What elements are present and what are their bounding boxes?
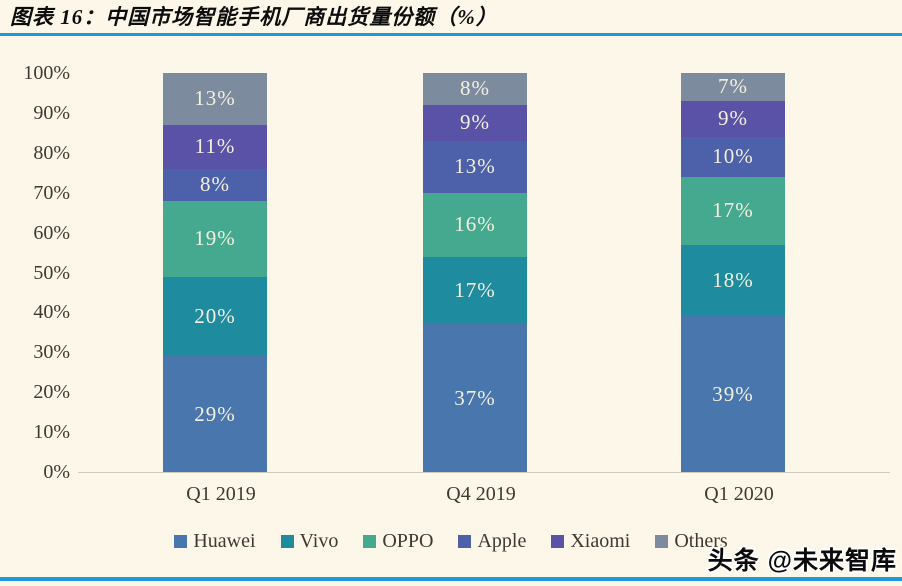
- bar-segment-huawei: 29%: [163, 356, 267, 472]
- legend-label: Vivo: [299, 530, 339, 552]
- legend-item-xiaomi: Xiaomi: [551, 531, 630, 551]
- y-axis-tick-label: 60%: [33, 221, 70, 244]
- bar-segment-oppo: 19%: [163, 200, 267, 277]
- bar-value-label: 39%: [712, 381, 754, 406]
- bar-segment-apple: 8%: [163, 168, 267, 201]
- legend-marker-icon: [655, 534, 669, 548]
- bottom-divider-line: [0, 577, 902, 581]
- y-axis-tick-label: 40%: [33, 301, 70, 324]
- bar-segment-huawei: 39%: [681, 316, 785, 472]
- x-axis-line: [78, 472, 890, 473]
- bar-segment-apple: 10%: [681, 136, 785, 177]
- x-axis-label-q1-2019: Q1 2019: [186, 483, 256, 505]
- bar-value-label: 11%: [194, 134, 236, 159]
- watermark-toutiao: 头条 @未来智库: [707, 547, 897, 575]
- bar-value-label: 9%: [460, 110, 490, 135]
- bar-segment-xiaomi: 9%: [423, 104, 527, 141]
- legend-item-huawei: Huawei: [174, 530, 256, 552]
- y-axis-tick-label: 10%: [33, 421, 70, 444]
- bar-value-label: 13%: [454, 154, 496, 179]
- bar-q4-2019: 37% 17% 16% 13% 9% 8%: [423, 73, 527, 472]
- y-axis-tick-label: 50%: [33, 261, 70, 284]
- bar-value-label: 19%: [194, 226, 236, 251]
- bar-segment-apple: 13%: [423, 140, 527, 193]
- bar-segment-others: 7%: [681, 73, 785, 101]
- y-axis-tick-label: 30%: [33, 341, 70, 364]
- bar-segment-oppo: 17%: [681, 176, 785, 245]
- bar-segment-others: 13%: [163, 73, 267, 125]
- bar-segment-others: 8%: [423, 73, 527, 105]
- bar-value-label: 18%: [712, 267, 754, 292]
- legend-label: Huawei: [193, 530, 256, 552]
- y-axis-tick-label: 80%: [33, 141, 70, 164]
- legend-label: OPPO: [382, 530, 434, 552]
- bar-value-label: 17%: [454, 277, 496, 302]
- y-axis-tick-label: 20%: [33, 381, 70, 404]
- legend-marker-icon: [551, 534, 565, 548]
- chart-legend: Huawei Vivo OPPO Apple Xiaomi Others: [0, 531, 902, 551]
- legend-marker-icon: [280, 534, 294, 548]
- legend-marker-icon: [458, 534, 472, 548]
- x-axis-label-q1-2020: Q1 2020: [704, 483, 774, 505]
- bar-value-label: 16%: [454, 212, 496, 237]
- legend-label: Xiaomi: [570, 530, 631, 552]
- legend-item-others: Others: [655, 530, 728, 552]
- bar-value-label: 10%: [712, 144, 754, 169]
- bar-value-label: 8%: [200, 172, 230, 197]
- bar-segment-xiaomi: 11%: [163, 124, 267, 169]
- bar-segment-huawei: 37%: [423, 324, 527, 472]
- bar-value-label: 37%: [454, 385, 496, 410]
- y-axis-tick-label: 70%: [33, 181, 70, 204]
- legend-label: Apple: [477, 530, 527, 552]
- bar-value-label: 20%: [194, 303, 236, 328]
- legend-marker-icon: [174, 534, 188, 548]
- bar-segment-xiaomi: 9%: [681, 100, 785, 137]
- legend-item-oppo: OPPO: [363, 531, 433, 551]
- legend-label: Others: [674, 530, 728, 552]
- bar-value-label: 13%: [194, 86, 236, 111]
- bar-segment-vivo: 18%: [681, 244, 785, 317]
- bar-q1-2019: 29% 20% 19% 8% 11% 13%: [163, 73, 267, 472]
- legend-item-apple: Apple: [458, 531, 526, 551]
- figure-title: 图表 16：中国市场智能手机厂商出货量份额（%）: [10, 5, 498, 29]
- bar-value-label: 8%: [460, 76, 490, 101]
- legend-item-vivo: Vivo: [280, 530, 339, 552]
- x-axis-label-q4-2019: Q4 2019: [446, 483, 516, 505]
- bar-value-label: 7%: [718, 74, 748, 99]
- bar-segment-vivo: 20%: [163, 276, 267, 357]
- bar-value-label: 17%: [712, 198, 754, 223]
- header-divider-line: [0, 33, 902, 36]
- legend-marker-icon: [363, 534, 377, 548]
- bar-value-label: 29%: [194, 401, 236, 426]
- y-axis-tick-label: 100%: [23, 62, 70, 84]
- bar-segment-oppo: 16%: [423, 192, 527, 257]
- bar-segment-vivo: 17%: [423, 256, 527, 325]
- bar-value-label: 9%: [718, 106, 748, 131]
- bar-q1-2020: 39% 18% 17% 10% 9% 7%: [681, 73, 785, 472]
- y-axis-tick-label: 90%: [33, 101, 70, 124]
- y-axis-tick-label: 0%: [43, 461, 70, 483]
